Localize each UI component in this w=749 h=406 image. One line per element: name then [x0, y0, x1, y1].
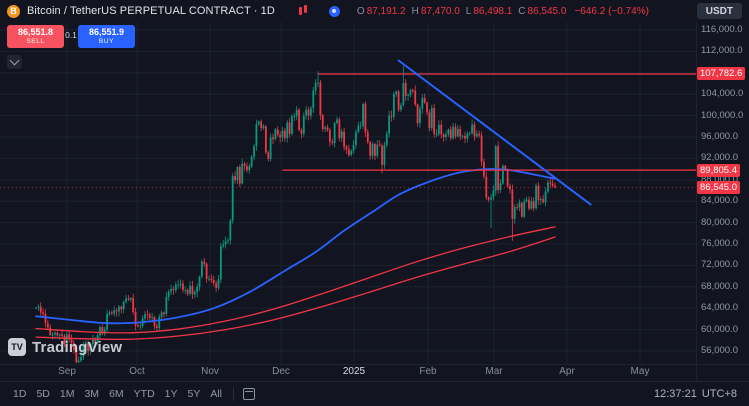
month-label: 2025: [342, 366, 366, 377]
symbol-title[interactable]: Bitcoin / TetherUS PERPETUAL CONTRACT · …: [27, 5, 275, 17]
month-label: Nov: [201, 366, 219, 377]
watermark: TV TradingView: [8, 338, 122, 356]
price-tick: 116,000.0: [701, 24, 743, 35]
price-tick: 80,000.0: [701, 216, 738, 228]
price-tick: 60,000.0: [701, 323, 738, 335]
go-to-date-button[interactable]: [240, 385, 258, 403]
tradingview-logo-icon: TV: [8, 338, 26, 356]
price-axis[interactable]: 116,000.0 112,000.0 104,000.0 100,000.0 96,0…: [696, 22, 749, 364]
range-button-1y[interactable]: 1Y: [160, 386, 183, 402]
range-button-3m[interactable]: 3M: [79, 386, 104, 402]
chart-canvas[interactable]: [0, 22, 749, 364]
price-tick: 88,000.0: [701, 173, 738, 185]
range-button-5d[interactable]: 5D: [31, 386, 54, 402]
range-button-1m[interactable]: 1M: [55, 386, 80, 402]
collapse-panel-button[interactable]: [7, 55, 22, 69]
top-bar: B Bitcoin / TetherUS PERPETUAL CONTRACT …: [0, 0, 749, 22]
month-label: Dec: [272, 366, 290, 377]
price-tick: 68,000.0: [701, 280, 738, 292]
month-label: May: [630, 366, 650, 377]
buy-button[interactable]: 86,551.9 BUY: [78, 25, 135, 48]
ohlc-readout: O 87,191.2 H 87,470.0 L 86,498.1 C 86,545.0 −646…: [357, 6, 649, 17]
month-label: Feb: [419, 366, 437, 377]
range-button-ytd[interactable]: YTD: [129, 386, 160, 402]
price-line-chip[interactable]: 89,805.4: [697, 163, 740, 177]
ma-red-slow: [35, 236, 556, 341]
footer-toolbar: 1D 5D 1M 3M 6M YTD 1Y 5Y All 12:37:21 UTC+8: [0, 381, 749, 406]
month-label: Oct: [129, 366, 145, 377]
clock-time: 12:37:21: [654, 388, 697, 400]
range-buttons: 1D 5D 1M 3M 6M YTD 1Y 5Y All: [8, 386, 227, 402]
ohlc-label: O: [356, 5, 365, 17]
current-price-chip: 86,545.0: [697, 181, 740, 195]
price-tick: 84,000.0: [701, 195, 738, 207]
ma-red-fast: [35, 226, 556, 334]
buy-label: BUY: [98, 37, 115, 45]
price-change: −646.2 (−0.74%): [574, 5, 649, 17]
sell-label: SELL: [26, 37, 45, 45]
ohlc-value: 87,191.2: [366, 5, 406, 17]
price-tick: 64,000.0: [701, 302, 738, 314]
ohlc-value: 86,498.1: [473, 5, 513, 17]
ohlc-value: 87,470.0: [420, 5, 460, 17]
range-button-1d[interactable]: 1D: [8, 386, 31, 402]
bitcoin-icon: B: [7, 4, 20, 18]
price-tick: 100,000.0: [701, 109, 744, 121]
month-label: Mar: [485, 366, 503, 377]
sell-button[interactable]: 86,551.8 SELL: [7, 25, 64, 48]
ma-blue: [35, 168, 556, 325]
toolbar-divider: [233, 387, 235, 401]
price-tick: 72,000.0: [701, 259, 738, 271]
sell-price: 86,551.8: [17, 26, 54, 37]
currency-button[interactable]: USDT: [696, 3, 742, 19]
price-tick: 76,000.0: [701, 238, 738, 249]
time-axis[interactable]: Sep Oct Nov Dec 2025 Feb Mar Apr May: [0, 364, 696, 381]
clock[interactable]: 12:37:21 UTC+8: [654, 388, 741, 400]
spread-value: 0.1: [65, 30, 77, 40]
market-status-icon[interactable]: [328, 5, 340, 17]
range-button-5y[interactable]: 5Y: [183, 386, 206, 402]
ohlc-label: C: [518, 5, 526, 17]
range-button-6m[interactable]: 6M: [104, 386, 129, 402]
buy-price: 86,551.9: [88, 26, 125, 37]
timezone-label: UTC+8: [701, 388, 737, 400]
price-tick: 92,000.0: [701, 152, 738, 164]
price-tick: 104,000.0: [701, 88, 744, 100]
candles-icon[interactable]: [298, 5, 308, 17]
watermark-text: TradingView: [32, 338, 123, 356]
ohlc-label: H: [411, 5, 419, 17]
price-axis-divider: [696, 22, 697, 381]
range-button-all[interactable]: All: [205, 386, 227, 402]
price-line-chip[interactable]: 107,782.6: [697, 67, 746, 81]
ohlc-value: 86,545.0: [527, 5, 567, 17]
price-tick: 96,000.0: [701, 131, 738, 142]
calendar-icon: [243, 388, 256, 400]
trade-panel: 86,551.8 SELL 0.1 86,551.9 BUY: [7, 25, 137, 48]
ohlc-label: L: [465, 5, 472, 17]
month-label: Apr: [559, 366, 575, 377]
time-axis-divider: [0, 364, 749, 365]
price-tick: 112,000.0: [701, 45, 743, 57]
price-tick: 56,000.0: [701, 345, 738, 356]
month-label: Sep: [58, 366, 76, 377]
chevron-down-icon: [9, 55, 20, 66]
